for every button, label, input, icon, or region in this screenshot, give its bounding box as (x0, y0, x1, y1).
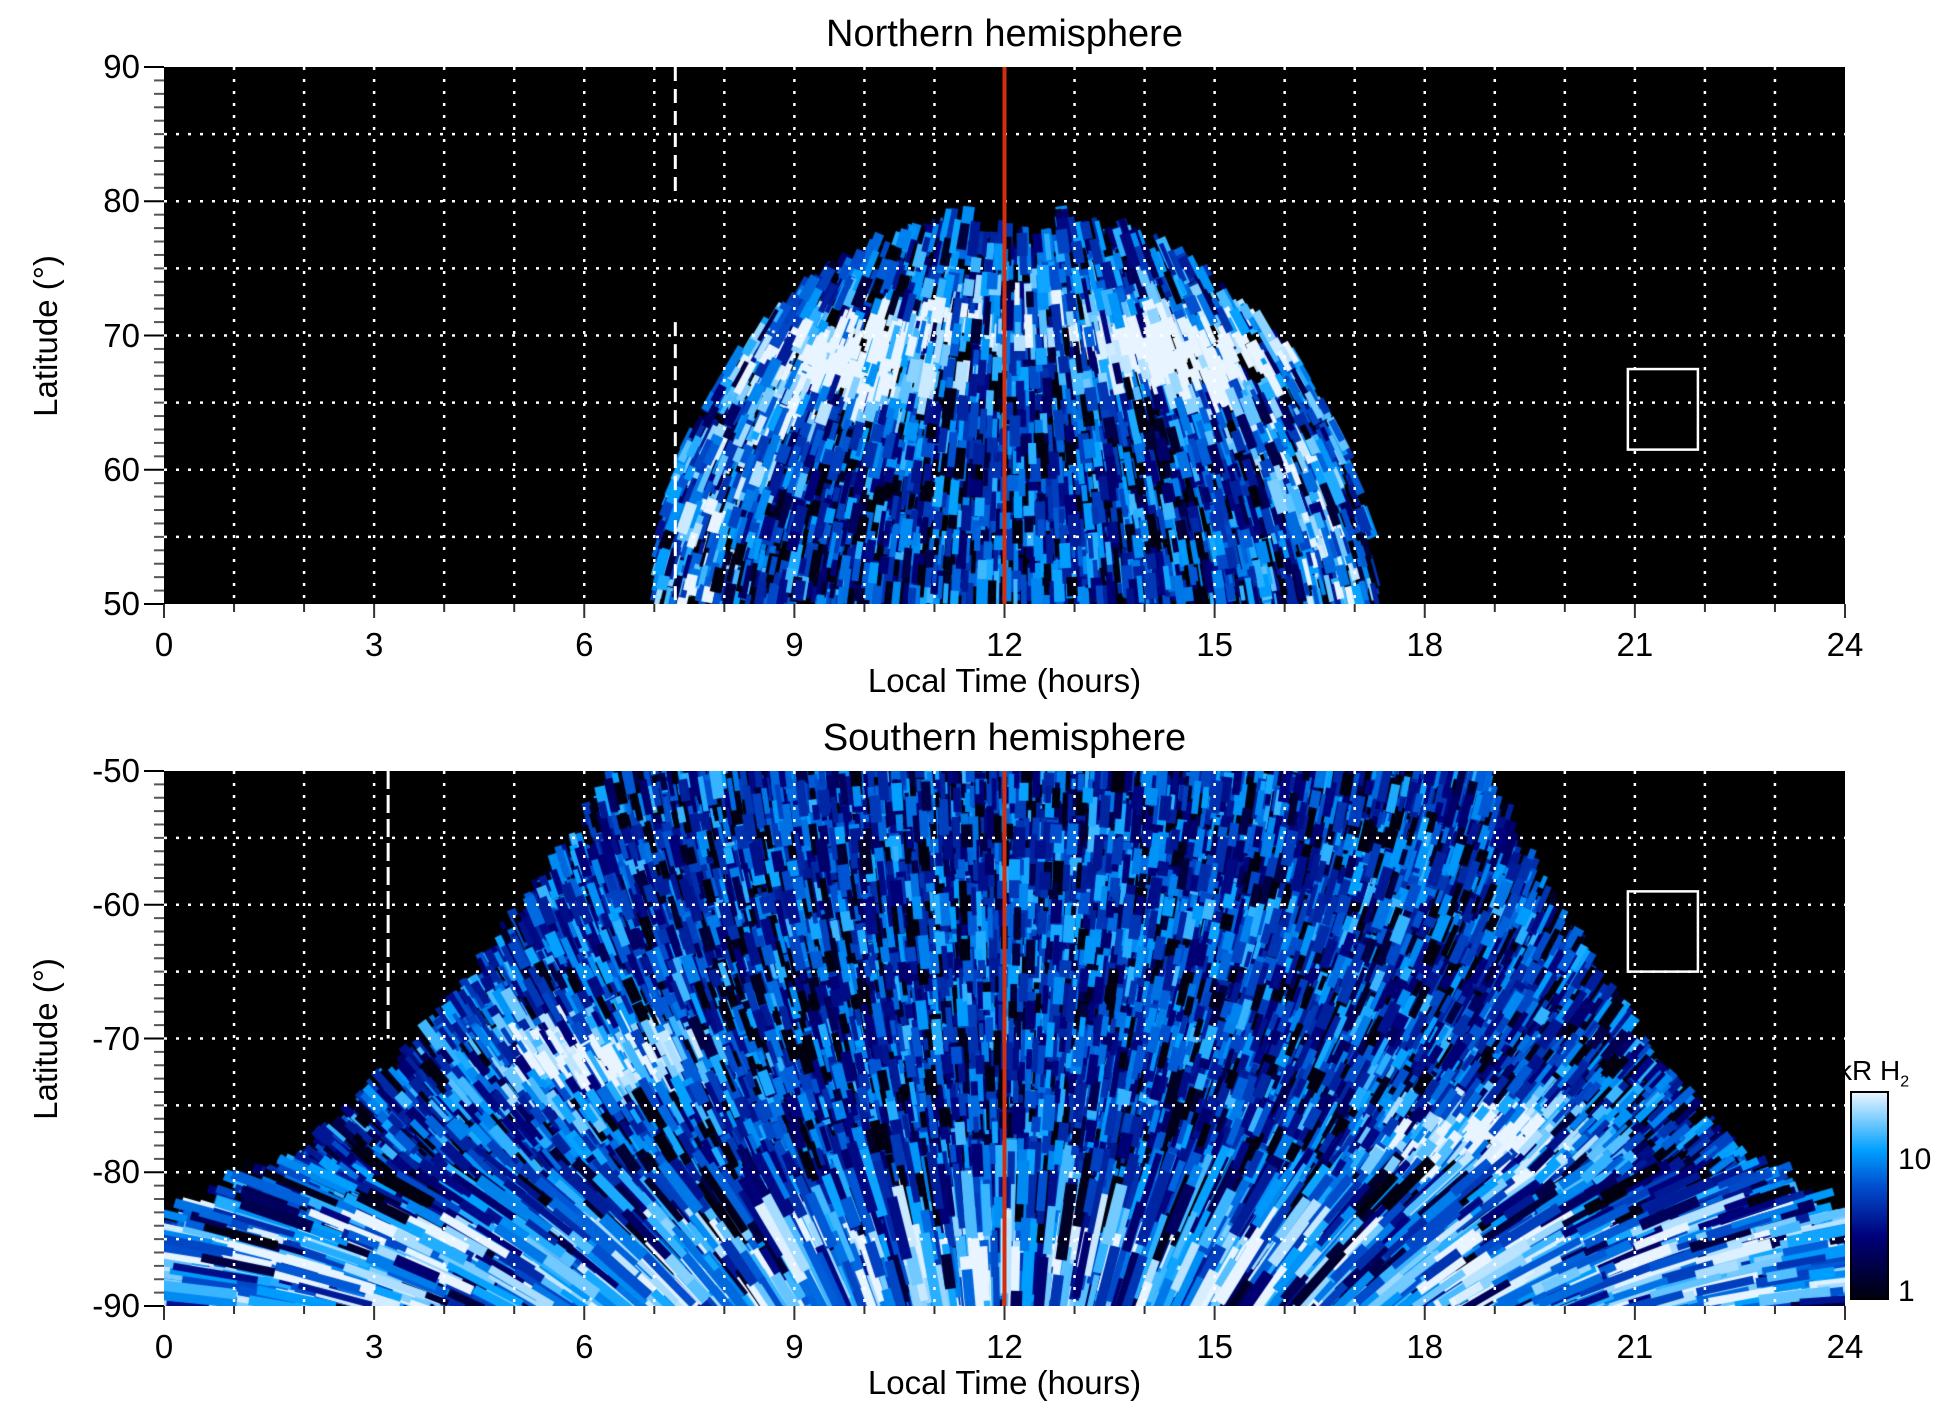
y-tick-label: 90 (103, 48, 140, 85)
x-tick-label: 9 (785, 1328, 804, 1365)
colorbar-label-text: kR H (1838, 1055, 1901, 1086)
x-tick-label: 3 (364, 1328, 384, 1365)
northern-title: Northern hemisphere (826, 13, 1183, 55)
reference-box (1626, 890, 1700, 973)
y-tick-label: -70 (92, 1019, 140, 1057)
x-tick-label: 15 (1196, 626, 1233, 663)
x-tick-label: 6 (575, 1328, 594, 1365)
y-tick-label: -90 (92, 1287, 140, 1324)
x-tick-label: 3 (364, 626, 384, 663)
x-tick-label: 12 (986, 1328, 1023, 1365)
x-axis-label: Local Time (hours) (867, 662, 1142, 699)
x-tick-label: 18 (1406, 626, 1444, 663)
colorbar-label: kR H2 (1838, 1055, 1909, 1092)
x-tick-label: 9 (785, 626, 804, 663)
x-tick-label: 15 (1196, 1328, 1233, 1365)
colorbar-tick-1: 1 (1898, 1275, 1915, 1308)
x-tick-label: 21 (1616, 1328, 1654, 1365)
y-tick-label: -60 (92, 885, 140, 923)
x-tick-label: 6 (575, 626, 594, 663)
reference-box (1626, 367, 1700, 451)
y-tick-label: 50 (103, 585, 140, 622)
southern-title: Southern hemisphere (822, 717, 1187, 759)
colorbar-label-subscript: 2 (1900, 1073, 1910, 1091)
y-tick-label: 60 (103, 450, 140, 488)
x-tick-label: 0 (154, 626, 174, 663)
x-tick-label: 24 (1826, 626, 1864, 663)
y-tick-label: -80 (92, 1153, 140, 1191)
x-axis-label: Local Time (hours) (867, 1364, 1142, 1401)
y-tick-label: -50 (92, 752, 140, 789)
y-tick-label: 80 (103, 182, 140, 220)
y-tick-label: 70 (103, 316, 140, 354)
colorbar (1850, 1091, 1889, 1300)
x-tick-label: 0 (154, 1328, 174, 1365)
x-tick-label: 18 (1406, 1328, 1444, 1365)
colorbar-tick-10: 10 (1898, 1143, 1932, 1176)
x-tick-label: 12 (986, 626, 1023, 663)
x-tick-label: 24 (1826, 1328, 1864, 1365)
x-tick-label: 21 (1616, 626, 1654, 663)
